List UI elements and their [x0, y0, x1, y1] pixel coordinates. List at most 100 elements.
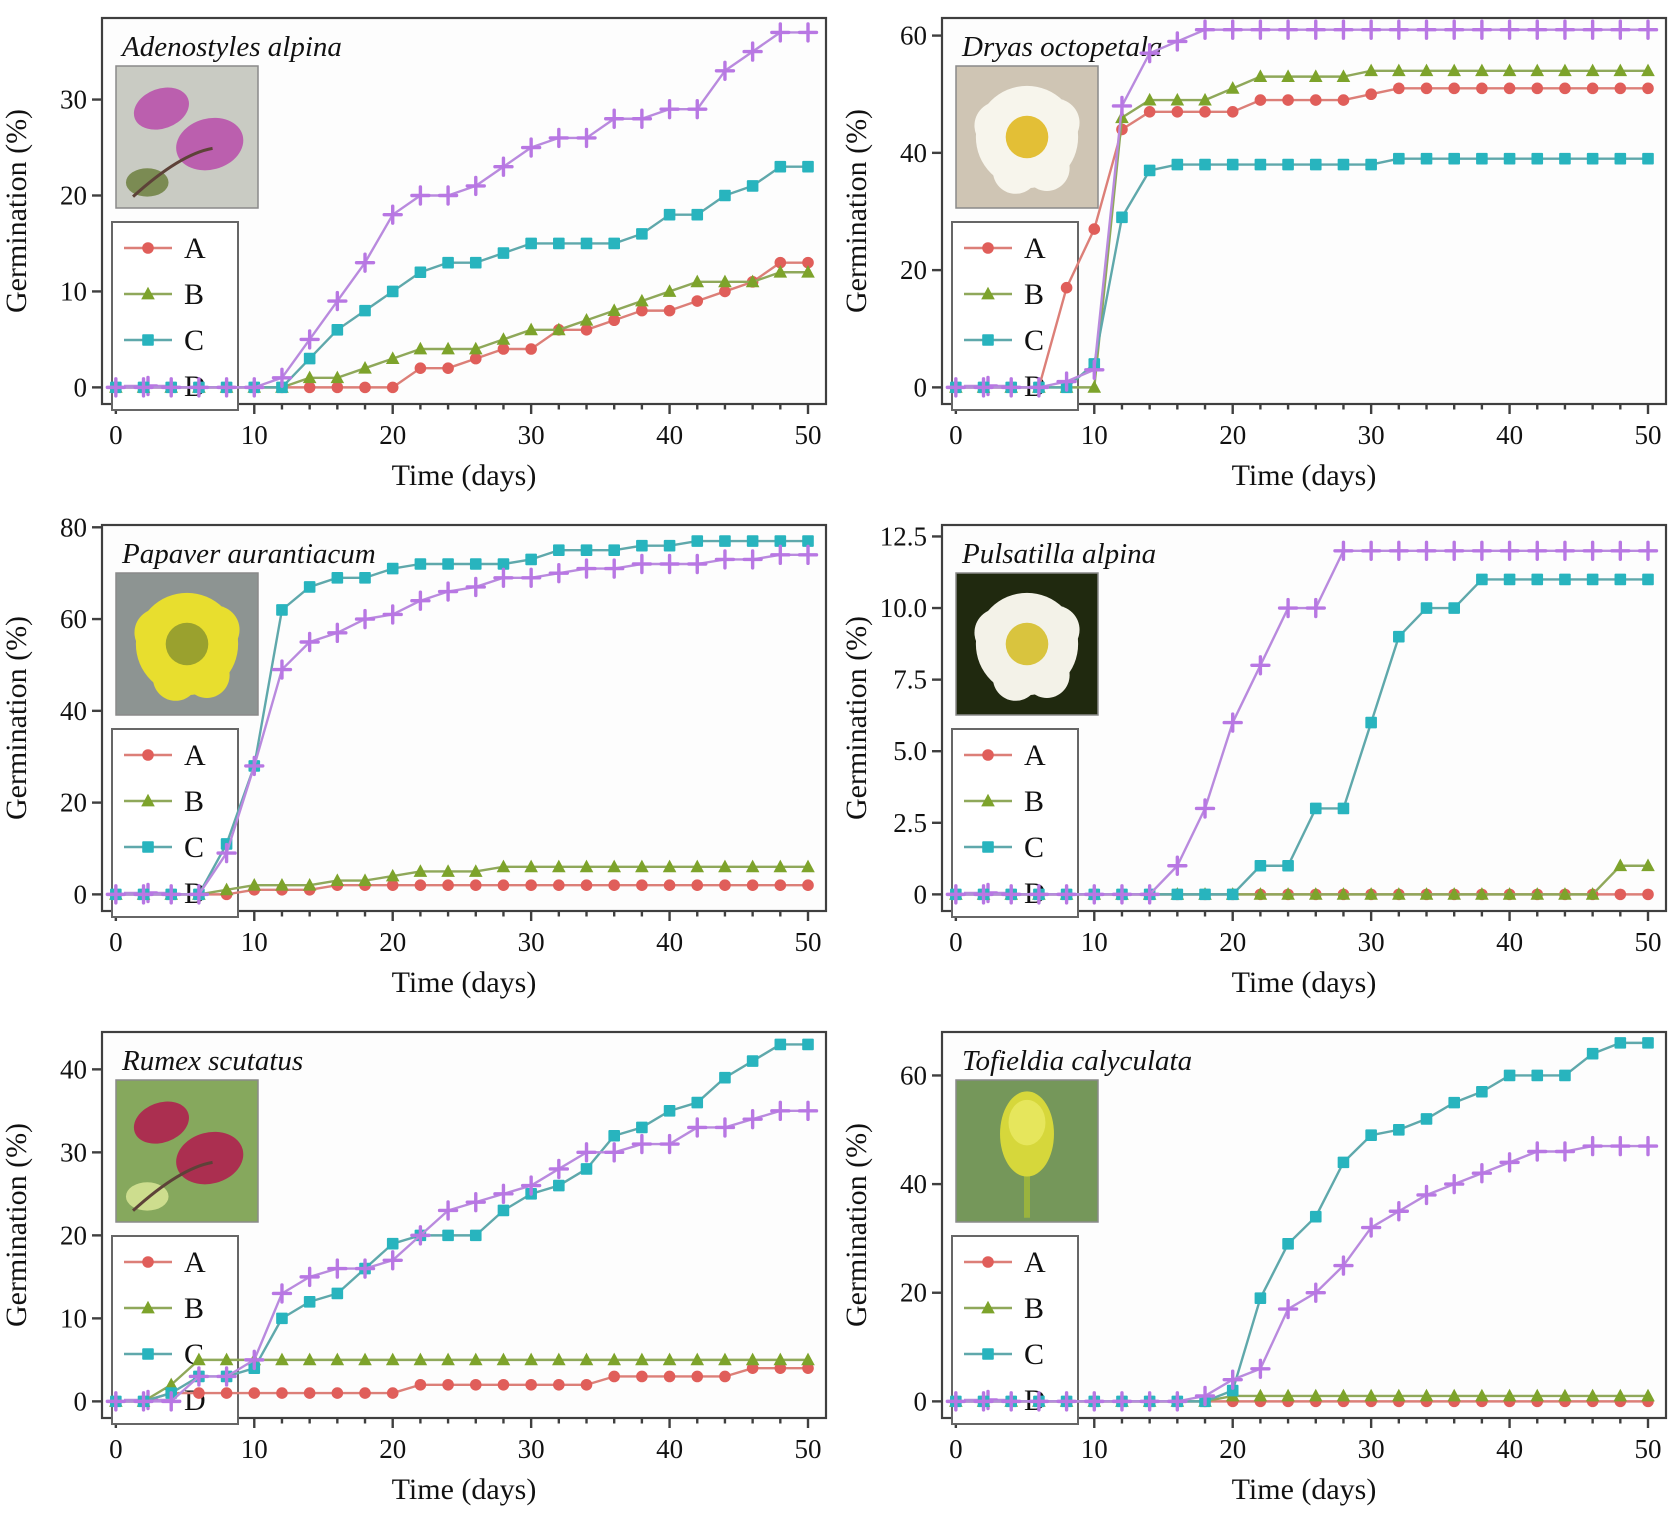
legend-label: B: [184, 278, 204, 311]
legend-label: C: [184, 324, 204, 357]
panel-title: Dryas octopetala: [961, 31, 1163, 63]
x-tick-label: 40: [1496, 420, 1523, 450]
legend-label: B: [184, 1292, 204, 1325]
y-tick-label: 0: [74, 372, 88, 402]
x-tick-label: 20: [1219, 1434, 1246, 1464]
series-C: [950, 152, 1654, 394]
x-tick-label: 20: [379, 420, 406, 450]
legend-label: C: [1024, 831, 1044, 864]
y-axis-ticks: 0 10 20 30 40: [60, 1054, 102, 1416]
y-tick-label: 10: [60, 1303, 87, 1333]
y-tick-label: 20: [900, 1278, 927, 1308]
chart-adenostyles-alpina: 0 10 20 30 40 50 0 10 20 30 Time (days) Germination…: [0, 16, 828, 492]
y-axis-ticks: 0 20 40 60: [900, 21, 942, 402]
x-tick-label: 10: [241, 420, 268, 450]
x-tick-label: 30: [1358, 420, 1385, 450]
legend-label: C: [1024, 1338, 1044, 1371]
legend-label: B: [1024, 785, 1044, 818]
series-C: [110, 535, 814, 901]
y-tick-label: 20: [900, 255, 927, 285]
y-tick-label: 40: [900, 1169, 927, 1199]
legend-label: B: [1024, 278, 1044, 311]
legend-label: C: [184, 1338, 204, 1371]
y-axis-title: Germination (%): [840, 109, 873, 313]
x-tick-label: 50: [1635, 420, 1662, 450]
x-axis-title: Time (days): [1232, 459, 1377, 492]
y-tick-label: 20: [60, 180, 87, 210]
x-tick-label: 50: [795, 420, 822, 450]
panel-adenostyles-alpina: 0 10 20 30 40 50 0 10 20 30 Time (days) Germination…: [0, 4, 840, 511]
panel-rumex-scutatus: 0 10 20 30 40 50 0 10 20 30 40 Time (days) Germinati…: [0, 1018, 840, 1525]
y-tick-label: 30: [60, 85, 87, 115]
species-photo: [955, 572, 1099, 716]
legend-label: A: [1024, 1246, 1046, 1279]
legend-label: C: [184, 831, 204, 864]
x-axis-ticks: 0 10 20 30 40 50: [109, 911, 822, 957]
x-tick-label: 30: [518, 420, 545, 450]
panel-title: Tofieldia calyculata: [962, 1045, 1192, 1077]
chart-tofieldia-calyculata: 0 10 20 30 40 50 0 20 40 60 Time (days) Germination…: [840, 1030, 1668, 1506]
y-tick-label: 40: [900, 138, 927, 168]
panel-tofieldia-calyculata: 0 10 20 30 40 50 0 20 40 60 Time (days) Germination…: [840, 1018, 1680, 1525]
x-axis-ticks: 0 10 20 30 40 50: [109, 1418, 822, 1464]
x-axis-title: Time (days): [1232, 966, 1377, 999]
x-tick-label: 50: [795, 927, 822, 957]
y-axis-ticks: 0 10 20 30: [60, 85, 102, 402]
y-tick-label: 60: [900, 1060, 927, 1090]
y-tick-label: 60: [900, 21, 927, 51]
y-tick-label: 20: [60, 788, 87, 818]
series-D: [105, 22, 819, 398]
y-tick-label: 40: [60, 1054, 87, 1084]
x-tick-label: 40: [656, 420, 683, 450]
chart-dryas-octopetala: 0 10 20 30 40 50 0 20 40 60 Time (days) Germination…: [840, 16, 1668, 492]
x-tick-label: 10: [1081, 927, 1108, 957]
series-A: [110, 1362, 814, 1408]
y-axis-title: Germination (%): [0, 1123, 33, 1327]
y-tick-label: 0: [914, 879, 928, 909]
chart-pulsatilla-alpina: 0 10 20 30 40 50 0 2.5 5.0 7.5 10.0 12.5 Time (days)…: [840, 521, 1668, 999]
y-tick-label: 10: [60, 276, 87, 306]
y-tick-label: 40: [60, 696, 87, 726]
x-tick-label: 0: [949, 420, 963, 450]
panel-title: Adenostyles alpina: [120, 31, 342, 63]
x-axis-title: Time (days): [1232, 1473, 1377, 1506]
y-tick-label: 10.0: [880, 593, 927, 623]
panel-title: Papaver aurantiacum: [121, 538, 376, 570]
x-tick-label: 50: [795, 1434, 822, 1464]
y-tick-label: 60: [60, 604, 87, 634]
x-tick-label: 0: [109, 1434, 123, 1464]
species-photo: [115, 572, 259, 716]
y-tick-label: 30: [60, 1137, 87, 1167]
x-tick-label: 50: [1635, 1434, 1662, 1464]
y-tick-label: 0: [914, 372, 928, 402]
y-axis-title: Germination (%): [0, 109, 33, 313]
y-tick-label: 0: [914, 1386, 928, 1416]
y-axis-ticks: 0 20 40 60 80: [60, 512, 102, 909]
x-tick-label: 20: [1219, 927, 1246, 957]
y-tick-label: 12.5: [880, 521, 927, 551]
y-axis-title: Germination (%): [840, 1123, 873, 1327]
x-tick-label: 30: [1358, 1434, 1385, 1464]
y-tick-label: 0: [74, 879, 88, 909]
series-D: [945, 540, 1659, 905]
x-tick-label: 20: [379, 927, 406, 957]
panel-title: Rumex scutatus: [121, 1045, 303, 1077]
x-tick-label: 40: [1496, 1434, 1523, 1464]
x-tick-label: 50: [1635, 927, 1662, 957]
legend-label: A: [1024, 232, 1046, 265]
species-photo: [115, 1079, 259, 1223]
x-axis-title: Time (days): [392, 966, 537, 999]
panel-papaver-aurantiacum: 0 10 20 30 40 50 0 20 40 60 80 Time (days) Germinati…: [0, 511, 840, 1018]
series-D: [945, 19, 1659, 398]
legend-label: C: [1024, 324, 1044, 357]
y-tick-label: 5.0: [893, 736, 927, 766]
x-tick-label: 30: [518, 927, 545, 957]
y-tick-label: 80: [60, 512, 87, 542]
x-tick-label: 10: [1081, 420, 1108, 450]
series-C: [110, 1038, 814, 1408]
x-tick-label: 10: [241, 927, 268, 957]
x-tick-label: 0: [109, 927, 123, 957]
x-tick-label: 40: [656, 1434, 683, 1464]
